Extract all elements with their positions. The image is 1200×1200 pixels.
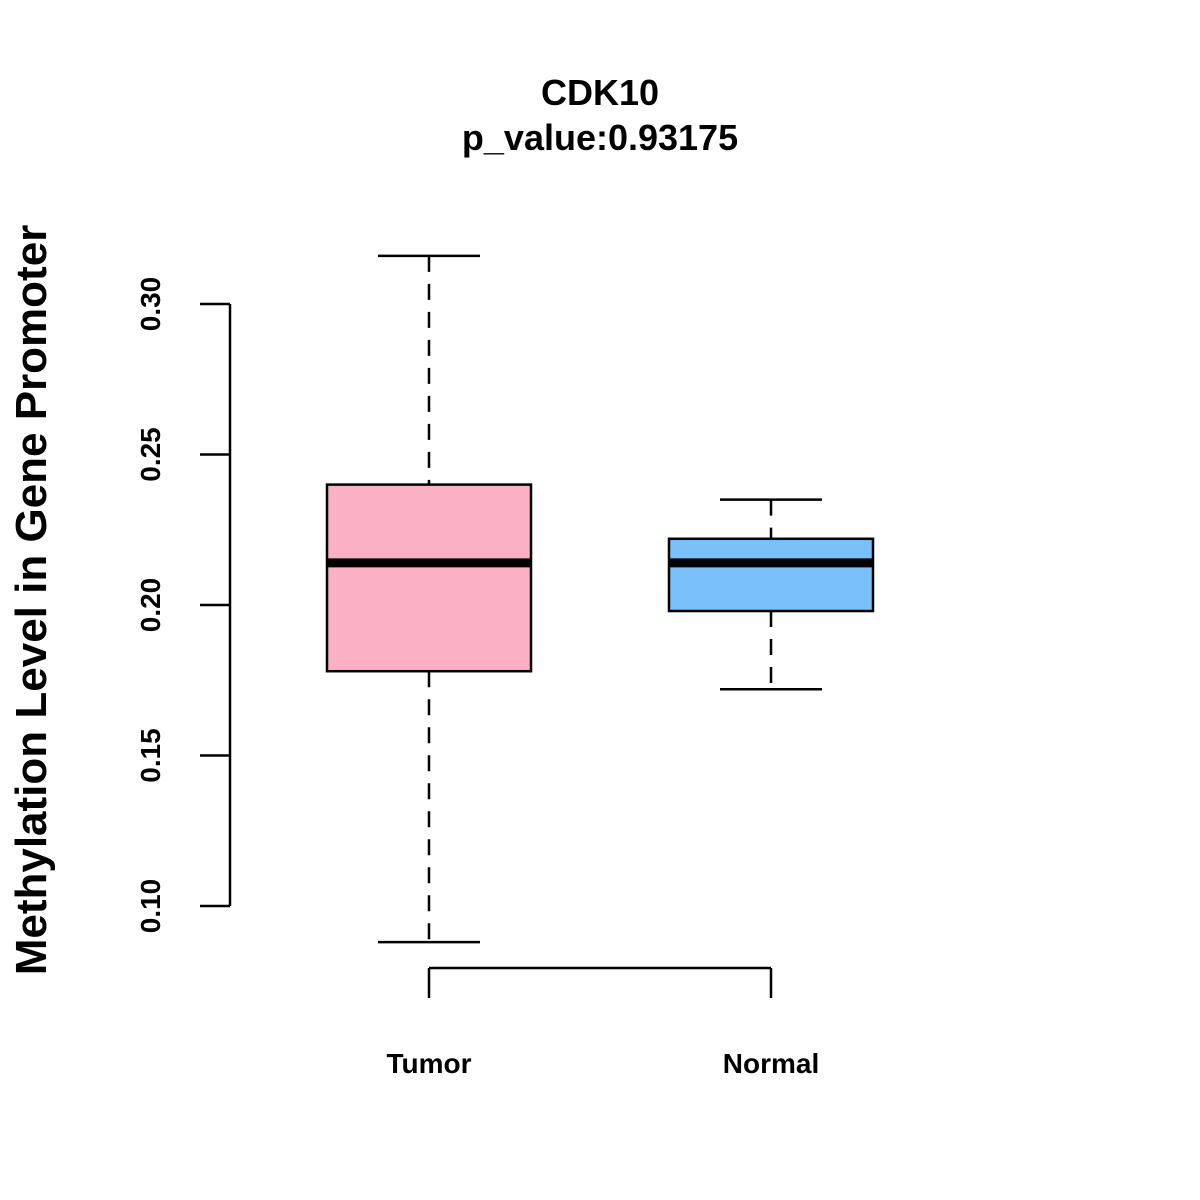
box-iqr <box>667 537 875 613</box>
y-tick-label: 0.25 <box>135 427 166 482</box>
box-iqr <box>325 483 533 673</box>
chart-title: CDK10 <box>541 72 659 113</box>
y-axis-label: Methylation Level in Gene Promoter <box>7 225 56 976</box>
y-axis: 0.10 0.15 0.20 0.25 0.30 <box>135 277 232 934</box>
chart-subtitle: p_value:0.93175 <box>462 117 738 158</box>
box-tumor <box>325 254 533 944</box>
y-tick-label: 0.15 <box>135 728 166 783</box>
y-tick-label: 0.10 <box>135 879 166 934</box>
y-tick-label: 0.20 <box>135 578 166 633</box>
box-normal <box>667 498 875 691</box>
y-tick-label: 0.30 <box>135 277 166 332</box>
boxes-group <box>325 254 875 944</box>
x-tick-label: Tumor <box>386 1048 471 1079</box>
x-axis: Tumor Normal <box>386 966 819 1079</box>
x-tick-label: Normal <box>723 1048 819 1079</box>
